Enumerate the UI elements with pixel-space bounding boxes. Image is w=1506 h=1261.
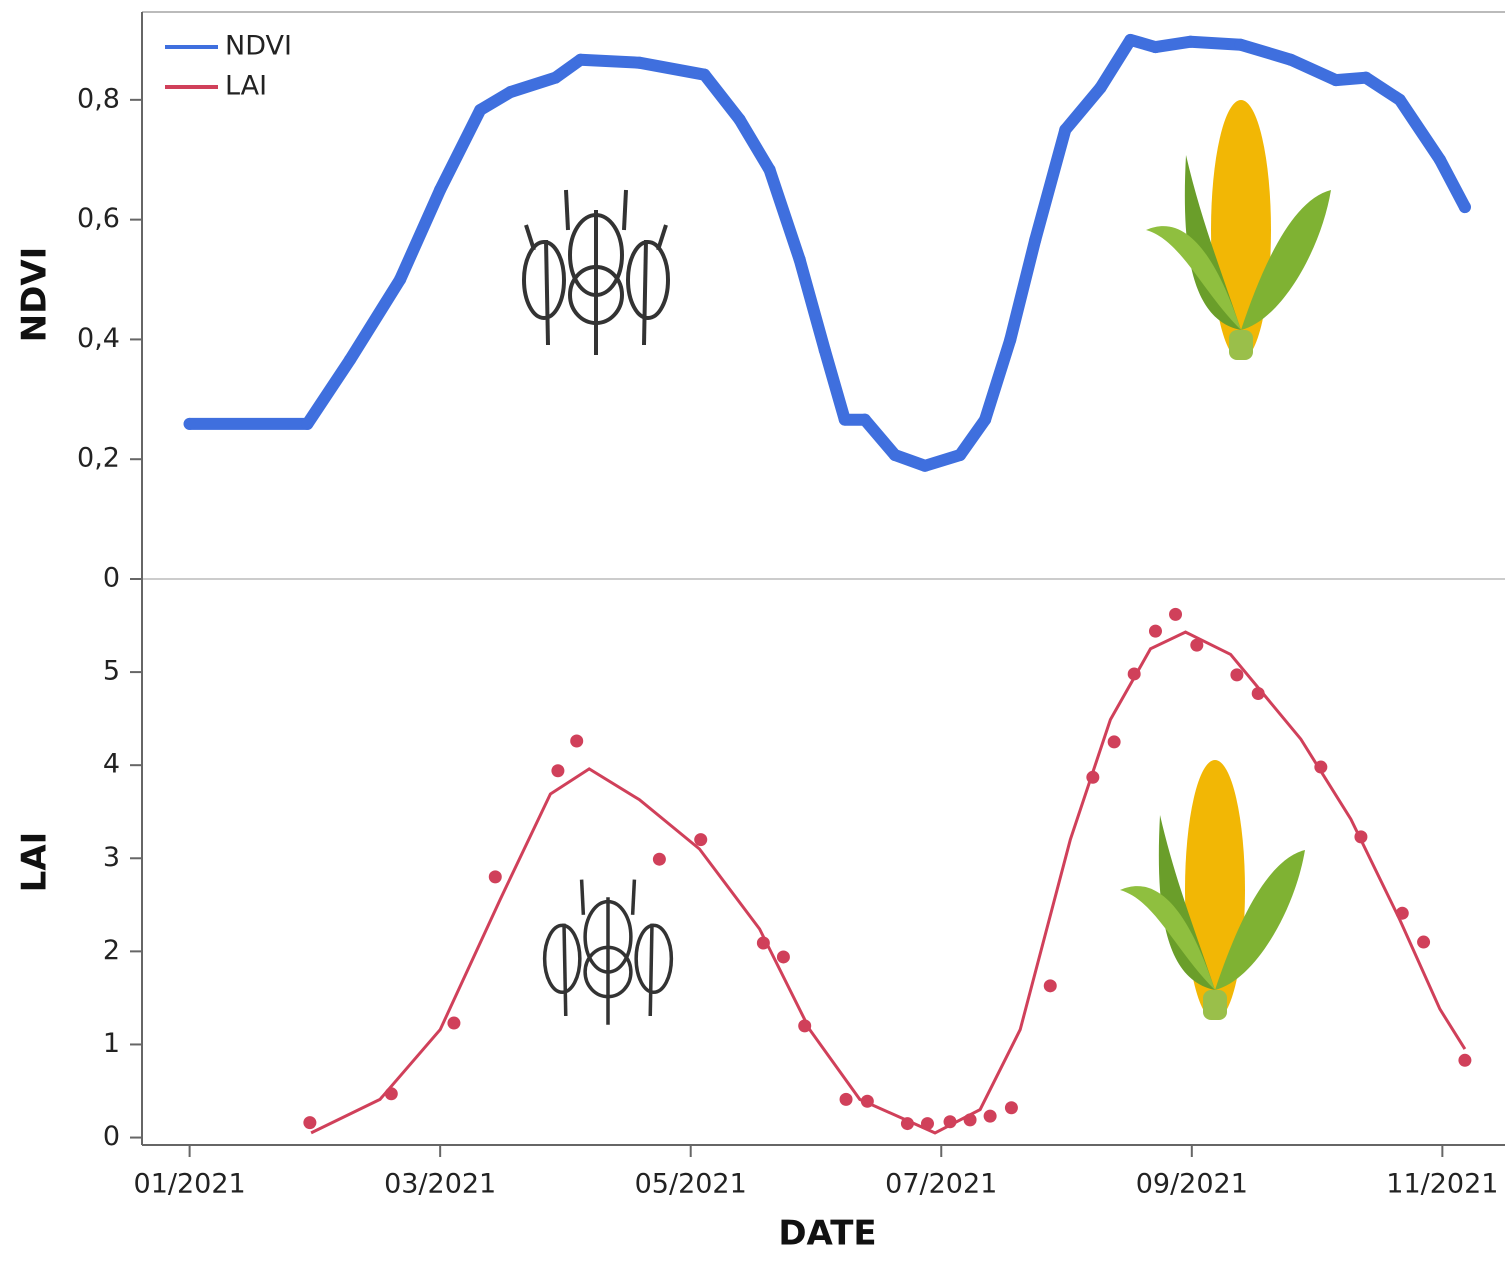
ndvi-point bbox=[434, 183, 447, 196]
lai-point bbox=[652, 852, 666, 866]
legend-label: NDVI bbox=[225, 31, 292, 62]
lai-point bbox=[488, 870, 502, 884]
lai-point bbox=[860, 1094, 874, 1108]
lai-point bbox=[1127, 667, 1141, 681]
lai-point bbox=[920, 1117, 934, 1131]
ndvi-point bbox=[574, 53, 587, 66]
corn-icon bbox=[1120, 760, 1305, 1020]
corn-icon bbox=[1146, 100, 1331, 360]
lai-point bbox=[694, 833, 708, 847]
x-tick-label: 01/2021 bbox=[134, 1169, 246, 1200]
lai-point bbox=[1148, 624, 1162, 638]
ndvi-point bbox=[1094, 81, 1107, 94]
ndvi-point bbox=[818, 344, 831, 357]
ndvi-point bbox=[1059, 123, 1072, 136]
ndvi-point bbox=[793, 253, 806, 266]
ndvi-point bbox=[183, 417, 196, 430]
lai-point bbox=[900, 1117, 914, 1131]
ndvi-point bbox=[1029, 233, 1042, 246]
x-tick-label: 09/2021 bbox=[1136, 1169, 1248, 1200]
ndvi-point bbox=[918, 459, 931, 472]
x-axis-label: DATE bbox=[778, 1214, 876, 1254]
ndvi-point bbox=[1234, 38, 1247, 51]
lai-point bbox=[1086, 770, 1100, 784]
legend-label: LAI bbox=[225, 71, 267, 102]
ndvi-point bbox=[888, 449, 901, 462]
ndvi-point bbox=[763, 163, 776, 176]
lai-point bbox=[1107, 735, 1121, 749]
x-tick-label: 03/2021 bbox=[384, 1169, 496, 1200]
ndvi-point bbox=[1329, 74, 1342, 87]
y-tick-label: 0,4 bbox=[77, 323, 120, 354]
icons bbox=[522, 100, 1331, 1025]
y-axis-label: NDVI bbox=[15, 247, 55, 343]
lai-point bbox=[1458, 1053, 1472, 1067]
ndvi-point bbox=[633, 56, 646, 69]
ndvi-point bbox=[1359, 71, 1372, 84]
lai-point bbox=[1169, 607, 1183, 621]
lai-point bbox=[384, 1087, 398, 1101]
ndvi-point bbox=[549, 71, 562, 84]
lai-point bbox=[570, 734, 584, 748]
y-tick-label: 0,2 bbox=[77, 443, 120, 474]
ndvi-point bbox=[858, 413, 871, 426]
ndvi-point bbox=[1184, 35, 1197, 48]
y-tick-label: 0,6 bbox=[77, 203, 120, 234]
lai-point bbox=[1230, 668, 1244, 682]
ndvi-point bbox=[474, 104, 487, 117]
lai-point bbox=[1251, 687, 1265, 701]
ndvi-point bbox=[504, 86, 517, 99]
lai-point bbox=[1004, 1101, 1018, 1115]
lai-point bbox=[963, 1113, 977, 1127]
y-tick-label: 1 bbox=[103, 1028, 120, 1059]
ndvi-point bbox=[301, 417, 314, 430]
ndvi-point bbox=[1433, 153, 1446, 166]
x-tick-label: 05/2021 bbox=[635, 1169, 747, 1200]
ndvi-point bbox=[1124, 33, 1137, 46]
ndvi-point bbox=[733, 113, 746, 126]
y-tick-label: 5 bbox=[103, 656, 120, 687]
ndvi-point bbox=[698, 68, 711, 81]
ndvi-point bbox=[343, 353, 356, 366]
lai-point bbox=[1190, 638, 1204, 652]
lai-point bbox=[551, 764, 565, 778]
ndvi-point bbox=[1458, 201, 1471, 214]
lai-point bbox=[839, 1092, 853, 1106]
lai-point bbox=[1417, 935, 1431, 949]
y-tick-label: 0 bbox=[103, 1121, 120, 1152]
y-tick-label: 3 bbox=[103, 842, 120, 873]
x-tick-label: 07/2021 bbox=[885, 1169, 997, 1200]
y-axis-label: LAI bbox=[15, 832, 55, 893]
ndvi-point bbox=[1149, 41, 1162, 54]
lai-point bbox=[943, 1115, 957, 1129]
wheat-icon bbox=[542, 879, 674, 1025]
ndvi-point bbox=[838, 413, 851, 426]
lai-point bbox=[1043, 979, 1057, 993]
y-tick-label: 0 bbox=[103, 563, 120, 594]
lai-point bbox=[756, 936, 770, 950]
ndvi-point bbox=[1393, 93, 1406, 106]
y-tick-label: 4 bbox=[103, 749, 120, 780]
lai-point bbox=[798, 1019, 812, 1033]
lai-point bbox=[447, 1016, 461, 1030]
ndvi-point bbox=[979, 413, 992, 426]
ndvi-point bbox=[394, 273, 407, 286]
lai-point bbox=[303, 1116, 317, 1130]
y-tick-label: 0,8 bbox=[77, 83, 120, 114]
y-tick-label: 2 bbox=[103, 935, 120, 966]
ndvi-point bbox=[1004, 334, 1017, 347]
ndvi-point bbox=[1284, 53, 1297, 66]
ndvi-point bbox=[954, 449, 967, 462]
x-tick-label: 11/2021 bbox=[1386, 1169, 1498, 1200]
lai-point bbox=[1354, 830, 1368, 844]
lai-point bbox=[983, 1109, 997, 1123]
lai-point bbox=[1314, 760, 1328, 774]
lai-point bbox=[776, 950, 790, 964]
wheat-icon bbox=[522, 189, 670, 355]
lai-point bbox=[1395, 906, 1409, 920]
fit-line bbox=[310, 630, 1467, 1135]
